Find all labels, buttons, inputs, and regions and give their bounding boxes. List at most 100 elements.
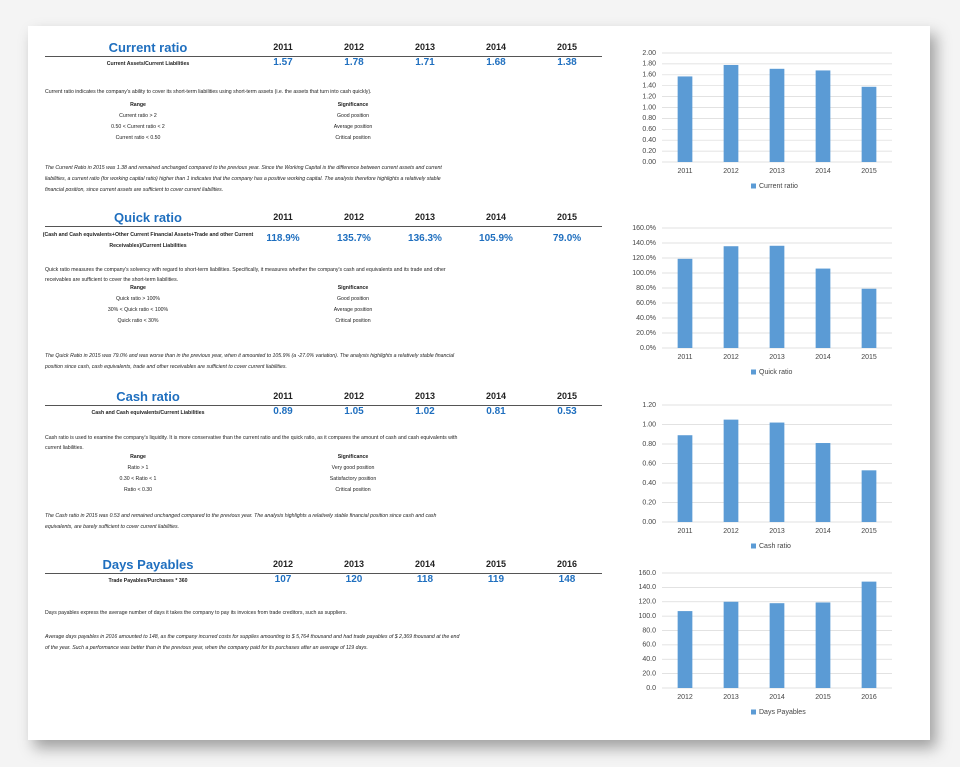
commentary: The Current Ratio in 2015 was 1.38 and r…	[45, 164, 442, 193]
range-cell: 0.50 < Current ratio < 2	[111, 123, 165, 130]
significance-cell: Average position	[333, 123, 373, 130]
x-tick-label: 2011	[677, 354, 692, 361]
significance-cell: Critical position	[335, 486, 371, 493]
bar	[769, 422, 785, 522]
year-header: 2013	[343, 559, 365, 570]
header-rule	[45, 573, 602, 574]
x-tick-label: 2014	[769, 694, 785, 701]
y-tick-label: 1.00	[642, 421, 656, 428]
legend-swatch	[751, 369, 756, 375]
x-tick-label: 2015	[861, 528, 877, 535]
y-tick-label: 20.0%	[636, 330, 656, 337]
legend-swatch	[751, 709, 756, 715]
range-cell: Quick ratio > 100%	[116, 295, 160, 302]
legend-label: Quick ratio	[759, 369, 793, 376]
x-tick-label: 2011	[677, 168, 692, 175]
range-cell: Quick ratio < 30%	[117, 317, 159, 324]
ratio-value: 135.7%	[337, 232, 371, 244]
bar	[861, 86, 877, 162]
y-tick-label: 0.0%	[640, 345, 656, 352]
bar	[769, 603, 785, 688]
year-header: 2012	[272, 559, 294, 570]
year-header: 2011	[273, 391, 293, 402]
y-tick-label: 140.0%	[632, 240, 656, 247]
y-tick-label: 0.20	[642, 499, 656, 506]
description: Quick ratio measures the company's solve…	[45, 266, 446, 284]
y-tick-label: 1.20	[642, 402, 656, 409]
formula: (Cash and Cash equivalents+Other Current…	[42, 231, 254, 249]
x-tick-label: 2015	[861, 168, 877, 175]
y-tick-label: 160.0%	[632, 225, 656, 232]
bar	[815, 268, 831, 348]
significance-cell: Very good position	[331, 464, 375, 471]
legend-label: Days Payables	[759, 709, 806, 716]
y-tick-label: 40.0%	[636, 315, 656, 322]
range-cell: 30% < Quick ratio < 100%	[107, 306, 169, 313]
y-tick-label: 0.40	[642, 137, 656, 144]
formula: Cash and Cash equivalents/Current Liabil…	[91, 409, 205, 416]
year-header: 2012	[343, 42, 365, 53]
header-rule	[45, 56, 602, 57]
formula: Current Assets/Current Liabilities	[106, 60, 190, 67]
bar	[861, 288, 877, 348]
x-tick-label: 2012	[723, 168, 739, 175]
y-tick-label: 100.0	[638, 613, 656, 620]
section-title: Days Payables	[102, 556, 194, 572]
range-header: Range	[130, 453, 146, 460]
ratio-value: 136.3%	[408, 232, 442, 244]
year-header: 2011	[273, 212, 293, 223]
y-tick-label: 20.0	[642, 670, 656, 677]
bar	[815, 602, 831, 688]
description: Cash ratio is used to examine the compan…	[45, 434, 458, 452]
bar	[677, 76, 693, 162]
year-header: 2012	[343, 212, 365, 223]
commentary: Average days payables in 2016 amounted t…	[45, 633, 460, 651]
range-header: Range	[130, 101, 146, 108]
ratio-value: 79.0%	[552, 232, 582, 244]
ratio-value: 0.89	[273, 405, 293, 417]
bar	[861, 581, 877, 688]
y-tick-label: 1.80	[642, 61, 656, 68]
ratio-value: 0.53	[557, 405, 577, 417]
y-tick-label: 100.0%	[632, 270, 656, 277]
significance-cell: Critical position	[335, 317, 371, 324]
y-tick-label: 0.0	[646, 685, 656, 692]
year-header: 2016	[556, 559, 578, 570]
bar	[861, 470, 877, 522]
x-tick-label: 2013	[769, 528, 785, 535]
x-tick-label: 2013	[723, 694, 739, 701]
ratio-value: 118	[416, 573, 434, 585]
y-tick-label: 0.20	[642, 148, 656, 155]
y-tick-label: 120.0%	[632, 255, 656, 262]
y-tick-label: 0.60	[642, 126, 656, 133]
ratio-value: 107	[274, 573, 292, 585]
x-tick-label: 2014	[815, 354, 831, 361]
commentary: The Cash ratio in 2015 was 0.53 and rema…	[45, 512, 437, 530]
header-rule	[45, 405, 602, 406]
ratio-value: 0.81	[486, 405, 506, 417]
bar	[723, 419, 739, 522]
range-cell: Current ratio > 2	[119, 112, 157, 119]
ratio-value: 119	[487, 573, 505, 585]
y-tick-label: 120.0	[638, 599, 656, 606]
x-tick-label: 2016	[861, 694, 877, 701]
y-tick-label: 1.20	[642, 93, 656, 100]
ratio-value: 120	[345, 573, 363, 585]
y-tick-label: 80.0%	[636, 285, 656, 292]
range-cell: 0.30 < Ratio < 1	[119, 475, 157, 482]
x-tick-label: 2012	[677, 694, 693, 701]
year-header: 2013	[414, 391, 436, 402]
x-tick-label: 2012	[723, 528, 739, 535]
x-tick-label: 2014	[815, 528, 831, 535]
y-tick-label: 60.0	[642, 642, 656, 649]
bar	[677, 611, 693, 688]
ratio-value: 105.9%	[479, 232, 513, 244]
y-tick-label: 1.00	[642, 104, 656, 111]
section-title: Quick ratio	[114, 209, 182, 225]
ratio-value: 1.71	[415, 56, 435, 68]
legend-swatch	[751, 543, 756, 549]
x-tick-label: 2013	[769, 354, 785, 361]
description: Current ratio indicates the company's ab…	[45, 88, 372, 95]
